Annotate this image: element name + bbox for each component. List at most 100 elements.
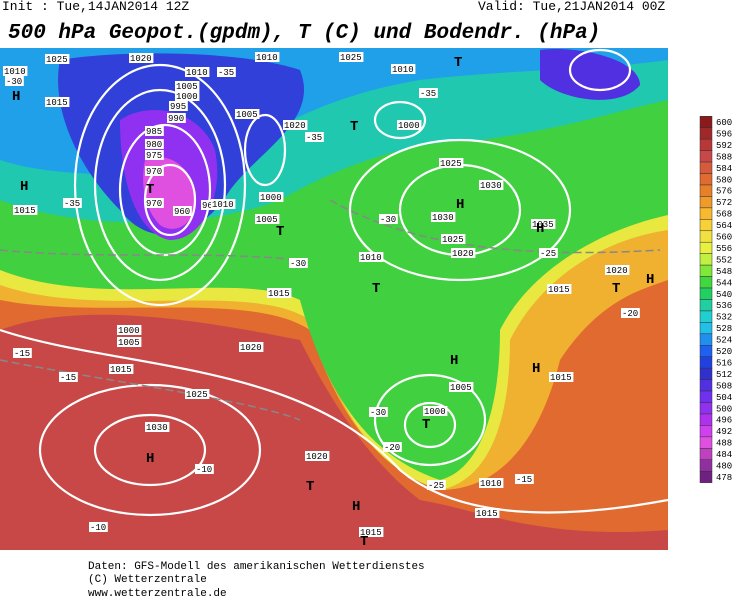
colorbar-swatch bbox=[699, 322, 713, 335]
valid-time: Valid: Tue,21JAN2014 00Z bbox=[478, 0, 665, 14]
label-box bbox=[539, 248, 558, 258]
label-box bbox=[145, 150, 164, 160]
label-box bbox=[369, 407, 388, 417]
pressure-center: H bbox=[536, 221, 544, 237]
pressure-center: T bbox=[372, 281, 380, 297]
isobar-label: 1005 bbox=[236, 110, 258, 120]
pressure-center: H bbox=[146, 451, 154, 467]
colorbar-label: 540 bbox=[716, 290, 732, 300]
colorbar-swatch bbox=[699, 196, 713, 209]
isobar-label: 1035 bbox=[532, 220, 554, 230]
label-box bbox=[201, 200, 220, 210]
colorbar-label: 500 bbox=[716, 404, 732, 414]
label-box bbox=[175, 91, 200, 101]
label-box bbox=[185, 67, 210, 77]
isobar-label: 1010 bbox=[480, 479, 502, 489]
label-box bbox=[431, 212, 456, 222]
pressure-center: T bbox=[454, 55, 462, 71]
isobar-label: 1010 bbox=[212, 200, 234, 210]
isobar-label: 965 bbox=[202, 201, 218, 211]
label-box bbox=[175, 81, 200, 91]
isobar-label: 1020 bbox=[306, 452, 328, 462]
isobar-label: 1005 bbox=[256, 215, 278, 225]
label-box bbox=[63, 198, 82, 208]
isobar-label: 970 bbox=[146, 167, 162, 177]
pressure-center: H bbox=[450, 353, 458, 369]
isobar-label: 1015 bbox=[110, 365, 132, 375]
isobar-label: 1005 bbox=[450, 383, 472, 393]
label-box bbox=[605, 265, 630, 275]
isobar-label: 1010 bbox=[186, 68, 208, 78]
label-box bbox=[145, 126, 164, 136]
label-box bbox=[359, 252, 384, 262]
label-box bbox=[531, 219, 556, 229]
isobar-label: 1015 bbox=[14, 206, 36, 216]
colorbar-label: 536 bbox=[716, 301, 732, 311]
colorbar-swatch bbox=[699, 161, 713, 174]
colorbar-label: 564 bbox=[716, 221, 732, 231]
label-box bbox=[283, 120, 308, 130]
isobar-label: -20 bbox=[384, 443, 400, 453]
isobar-label: 960 bbox=[174, 207, 190, 217]
colorbar-swatch bbox=[699, 413, 713, 426]
label-box bbox=[305, 132, 324, 142]
isobar-label: -25 bbox=[540, 249, 556, 259]
isobar-label: 1000 bbox=[176, 92, 198, 102]
isobar-label: 1005 bbox=[176, 82, 198, 92]
colorbar-label: 504 bbox=[716, 393, 732, 403]
colorbar-swatch bbox=[699, 127, 713, 140]
colorbar-swatch bbox=[699, 276, 713, 289]
label-box bbox=[235, 109, 260, 119]
map-field bbox=[0, 48, 668, 550]
isobar-label: -35 bbox=[306, 133, 322, 143]
label-box bbox=[289, 258, 308, 268]
label-box bbox=[305, 451, 330, 461]
label-box bbox=[475, 508, 500, 518]
colorbar-swatch bbox=[699, 333, 713, 346]
colorbar-label: 524 bbox=[716, 336, 732, 346]
colorbar-swatch bbox=[699, 241, 713, 254]
label-box bbox=[169, 101, 188, 111]
isobar-label: -10 bbox=[90, 523, 106, 533]
isobar-label: 980 bbox=[146, 140, 162, 150]
footer-line: (C) Wetterzentrale bbox=[88, 574, 207, 586]
colorbar-label: 584 bbox=[716, 164, 732, 174]
label-box bbox=[117, 337, 142, 347]
colorbar-label: 508 bbox=[716, 381, 732, 391]
pressure-center: H bbox=[352, 499, 360, 515]
label-box bbox=[89, 522, 108, 532]
label-box bbox=[391, 64, 416, 74]
pressure-center: H bbox=[12, 89, 20, 105]
isobar-label: -35 bbox=[420, 89, 436, 99]
label-box bbox=[419, 88, 438, 98]
colorbar-label: 478 bbox=[716, 473, 732, 483]
label-box bbox=[397, 120, 422, 130]
isobar-label: 970 bbox=[146, 199, 162, 209]
colorbar-swatch bbox=[699, 150, 713, 163]
isobar-label: 1000 bbox=[118, 326, 140, 336]
isobar-label: -25 bbox=[428, 481, 444, 491]
label-box bbox=[109, 364, 134, 374]
isobar-label: 1025 bbox=[186, 390, 208, 400]
isobar-label: 1010 bbox=[256, 53, 278, 63]
isobar-label: 1020 bbox=[240, 343, 262, 353]
label-box bbox=[185, 389, 210, 399]
label-box bbox=[479, 478, 504, 488]
colorbar-label: 488 bbox=[716, 439, 732, 449]
colorbar-label: 580 bbox=[716, 175, 732, 185]
label-box bbox=[451, 248, 476, 258]
label-box bbox=[145, 139, 164, 149]
isobar-label: 1000 bbox=[398, 121, 420, 131]
colorbar-label: 544 bbox=[716, 278, 732, 288]
colorbar-swatch bbox=[699, 390, 713, 403]
colorbar-label: 520 bbox=[716, 347, 732, 357]
label-box bbox=[441, 234, 466, 244]
isobar-label: 1000 bbox=[424, 407, 446, 417]
label-box bbox=[195, 464, 214, 474]
isobar-label: 1030 bbox=[480, 181, 502, 191]
colorbar-label: 516 bbox=[716, 358, 732, 368]
colorbar-swatch bbox=[699, 448, 713, 461]
colorbar-swatch bbox=[699, 173, 713, 186]
isobar-label: 1030 bbox=[146, 423, 168, 433]
colorbar-swatch bbox=[699, 299, 713, 312]
